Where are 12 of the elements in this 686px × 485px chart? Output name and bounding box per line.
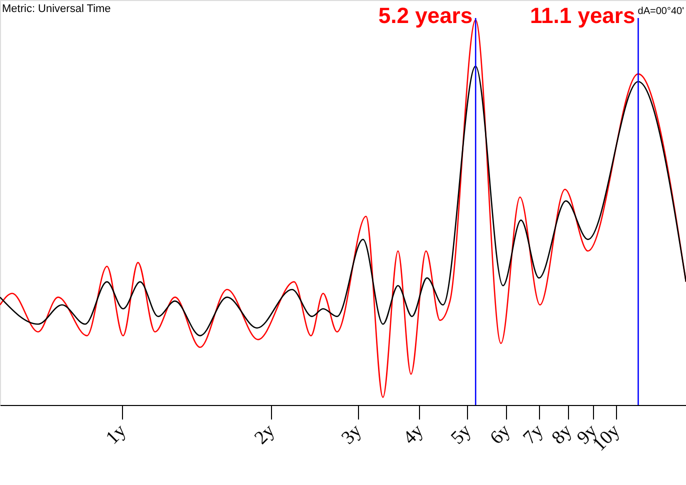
x-tick-label: 8y [548, 420, 577, 449]
ref-line-label: 11.1 years [530, 3, 636, 28]
x-tick-label: 4y [399, 420, 428, 449]
x-tick-label: 2y [250, 420, 280, 449]
text: Metric: Universal Time [2, 3, 111, 15]
x-tick-label: 5y [447, 420, 476, 449]
x-tick-label: 1y [102, 420, 131, 449]
text: dA=00°40' [638, 6, 684, 17]
x-tick-label: 7y [519, 420, 548, 449]
ref-line-label: 5.2 years [378, 3, 473, 28]
x-tick-label: 3y [338, 420, 366, 449]
x-tick-label: 6y [486, 420, 515, 449]
